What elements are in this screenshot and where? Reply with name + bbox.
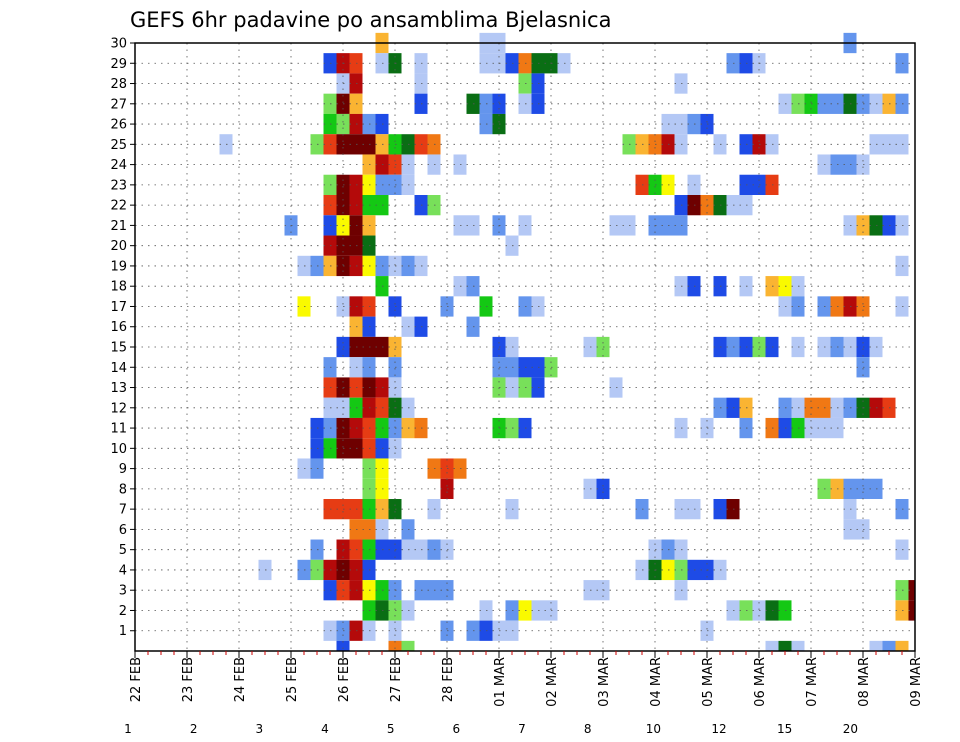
colorbar-label: 3 [256,722,264,736]
y-tick-label: 20 [110,239,127,254]
y-axis: 1234567891011121314151617181920212223242… [110,37,135,639]
y-tick-label: 1 [119,624,127,639]
x-tick-label: 07 MAR [805,657,820,707]
heatmap-cell [895,640,909,651]
heatmap-cell [336,640,350,651]
x-tick-label: 03 MAR [597,657,612,707]
y-tick-label: 25 [110,138,127,153]
x-tick-label: 08 MAR [857,657,872,707]
y-tick-label: 30 [110,37,127,52]
colorbar-label: 20 [843,722,858,736]
y-tick-label: 15 [110,341,127,356]
y-tick-label: 9 [119,462,127,477]
x-axis: 22 FEB 23 FEB 24 FEB 25 FEB 26 FEB 27 FEB 28 F… [129,651,924,707]
x-tick-label: 24 FEB [233,657,248,702]
y-tick-label: 5 [119,543,127,558]
colorbar-label: 7 [518,722,526,736]
y-tick-label: 29 [110,57,127,72]
x-tick-label: 04 MAR [649,657,664,707]
colorbar-label: 2 [190,722,198,736]
x-tick-label: 01 MAR [493,657,508,707]
y-tick-label: 23 [110,178,127,193]
colorbar-legend: 1 2 3 4 5 6 7 8 10 12 15 20 [124,722,858,736]
y-tick-label: 13 [110,381,127,396]
y-tick-label: 19 [110,259,127,274]
y-tick-label: 22 [110,199,127,214]
colorbar-label: 4 [321,722,329,736]
y-tick-label: 8 [119,482,127,497]
colorbar-label: 8 [584,722,592,736]
colorbar-label: 6 [453,722,461,736]
y-tick-label: 26 [110,118,127,133]
colorbar-label: 15 [777,722,792,736]
heatmap-cell [908,600,915,621]
y-tick-label: 10 [110,442,127,457]
grid-lines [135,43,915,651]
x-tick-label: 27 FEB [389,657,404,702]
y-tick-label: 2 [119,604,127,619]
heatmap-cell [791,640,805,651]
x-tick-label: 25 FEB [285,657,300,702]
y-tick-label: 18 [110,280,127,295]
heatmap-cell [778,640,792,651]
chart-title: GEFS 6hr padavine po ansamblima Bjelasni… [130,8,611,32]
x-tick-label: 26 FEB [337,657,352,702]
x-tick-label: 23 FEB [181,657,196,702]
y-tick-label: 14 [110,361,127,376]
x-tick-label: 28 FEB [441,657,456,702]
x-tick-label: 05 MAR [701,657,716,707]
y-tick-label: 24 [110,158,127,173]
x-tick-label: 06 MAR [753,657,768,707]
heatmap-cells [219,32,915,651]
x-tick-label: 02 MAR [545,657,560,707]
y-tick-label: 17 [110,300,127,315]
heatmap-cell [388,640,402,651]
heatmap-cell [908,580,915,601]
x-tick-label: 09 MAR [909,657,924,707]
y-tick-label: 21 [110,219,127,234]
x-tick-label: 22 FEB [129,657,144,702]
y-tick-label: 16 [110,320,127,335]
heatmap-cell [882,640,896,651]
y-tick-label: 28 [110,77,127,92]
y-tick-label: 27 [110,97,127,112]
y-tick-label: 3 [119,584,127,599]
y-tick-label: 6 [119,523,127,538]
heatmap-cell [869,640,883,651]
heatmap-cell [765,640,779,651]
colorbar-label: 5 [387,722,395,736]
colorbar-label: 10 [646,722,661,736]
y-tick-label: 4 [119,563,127,578]
colorbar-label: 1 [124,722,132,736]
y-tick-label: 12 [110,401,127,416]
heatmap-cell [401,640,415,651]
colorbar-label: 12 [711,722,726,736]
y-tick-label: 11 [110,422,127,437]
y-tick-label: 7 [119,503,127,518]
